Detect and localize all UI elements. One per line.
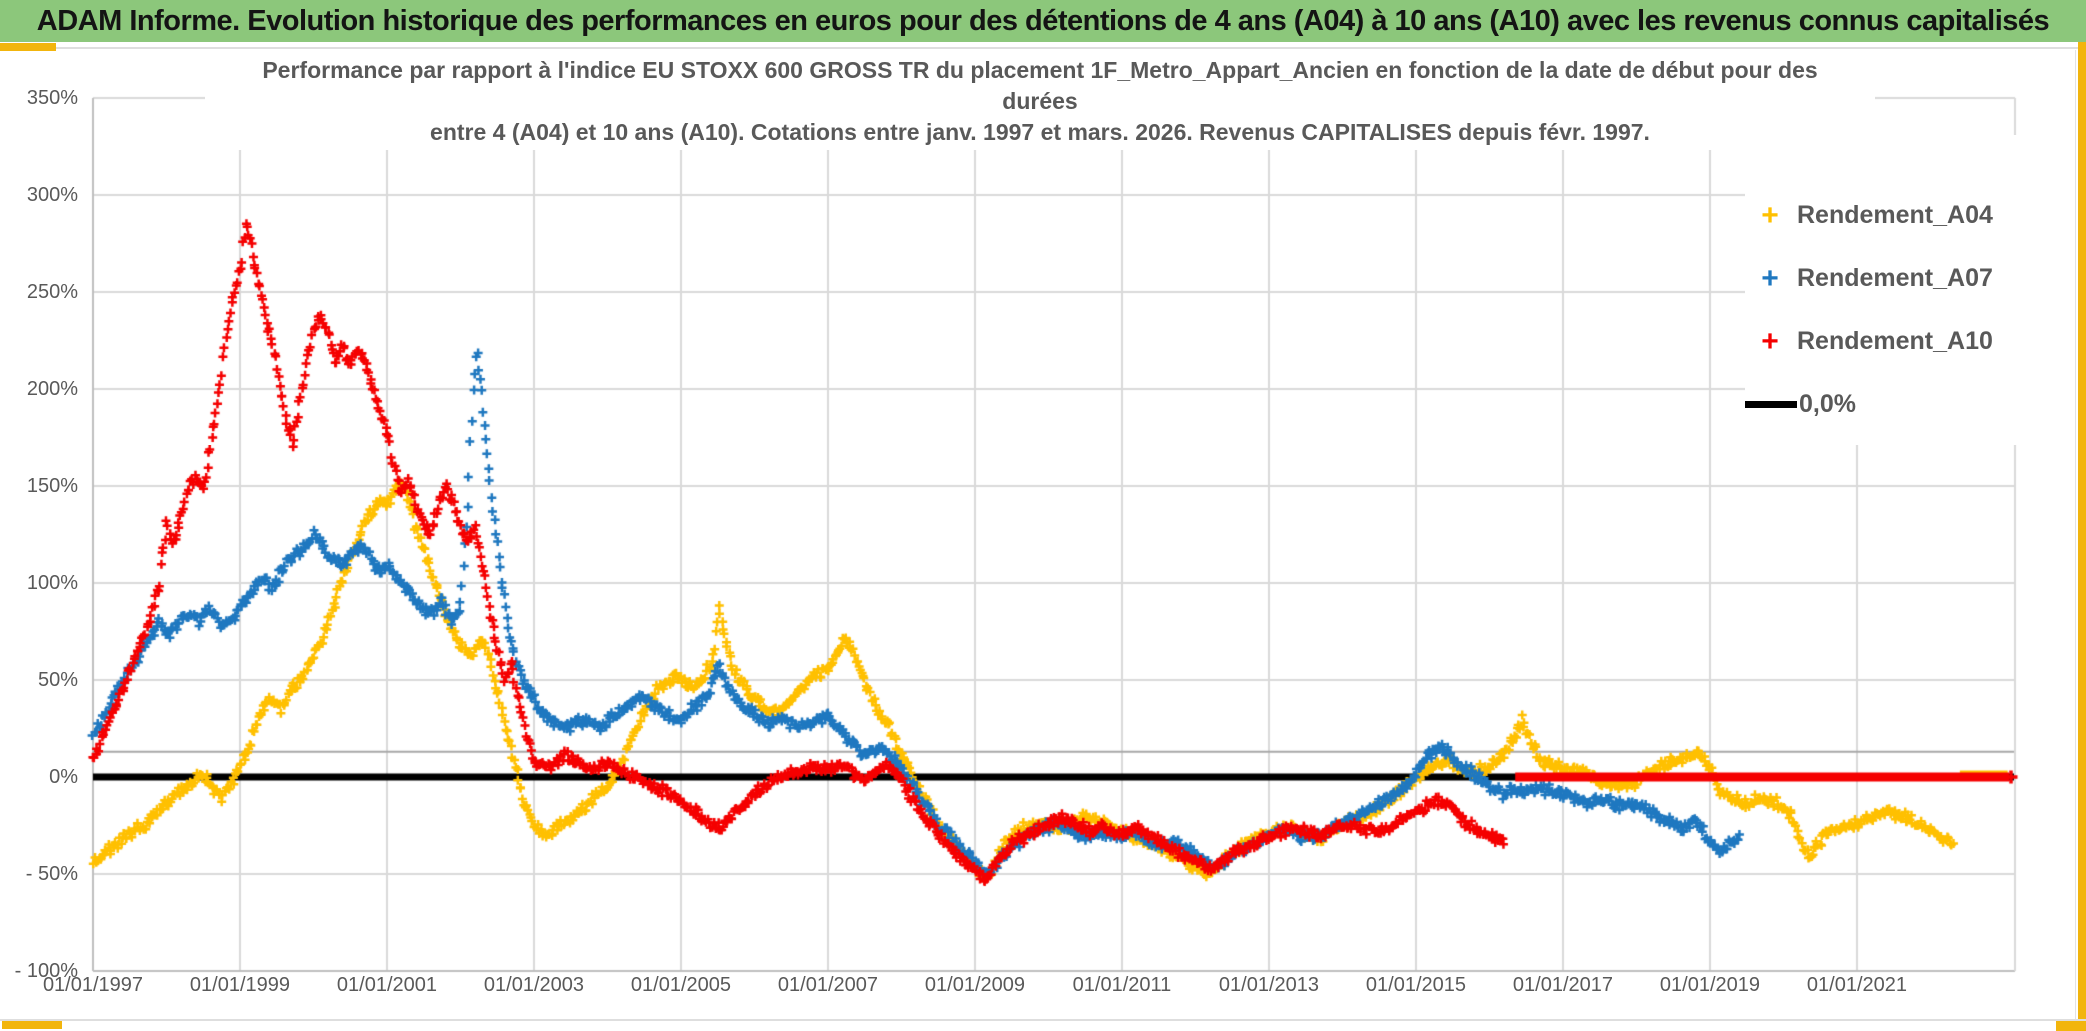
x-axis-tick-label: 01/01/2005: [630, 974, 732, 996]
y-axis-tick-label: 300%: [26, 184, 78, 206]
chart-title-line1: Performance par rapport à l'indice EU ST…: [262, 57, 1818, 83]
legend-item-rendement-a07: + Rendement_A07: [1745, 256, 2017, 301]
x-axis-tick-label: 01/01/2011: [1072, 974, 1172, 996]
y-axis-tick-label: 0%: [49, 766, 78, 788]
y-axis-tick-label: - 50%: [25, 863, 78, 885]
plus-marker-icon: +: [1761, 324, 1779, 358]
legend-item-zero-line: 0,0%: [1745, 382, 2017, 427]
legend-label: 0,0%: [1799, 390, 1856, 418]
y-axis-tick-label: 100%: [26, 572, 78, 594]
gold-accent-right: [2078, 42, 2086, 1031]
chart-title: Performance par rapport à l'indice EU ST…: [205, 55, 1875, 150]
chart-title-line3: entre 4 (A04) et 10 ans (A10). Cotations…: [430, 119, 1650, 145]
x-axis-tick-label: 01/01/2017: [1512, 974, 1614, 996]
page-title: ADAM Informe. Evolution historique des p…: [36, 4, 2050, 37]
x-axis-tick-label: 01/01/2021: [1806, 974, 1908, 996]
gold-accent-bottom-left: [2, 1021, 62, 1029]
black-line-swatch: [1745, 401, 1797, 408]
y-axis-tick-label: - 100%: [14, 960, 78, 982]
y-axis-tick-label: 250%: [26, 281, 78, 303]
gold-accent-bottom-right: [2056, 1021, 2086, 1031]
chart-title-line2: durées: [1002, 88, 1078, 114]
y-axis-tick-label: 350%: [26, 87, 78, 109]
x-axis-tick-label: 01/01/2019: [1659, 974, 1761, 996]
bottom-divider: [0, 1019, 2086, 1021]
legend-label: Rendement_A04: [1797, 201, 1993, 229]
legend-label: Rendement_A07: [1797, 264, 1993, 292]
x-axis-tick-label: 01/01/1999: [189, 974, 291, 996]
y-axis-tick-label: 200%: [26, 378, 78, 400]
x-axis-tick-label: 01/01/2009: [924, 974, 1026, 996]
y-axis-tick-label: 50%: [37, 669, 78, 691]
x-axis-tick-label: 01/01/2013: [1218, 974, 1320, 996]
chart-object-border: [2075, 50, 2076, 1019]
legend-label: Rendement_A10: [1797, 327, 1993, 355]
plus-marker-icon: +: [1761, 198, 1779, 232]
legend-item-rendement-a04: + Rendement_A04: [1745, 193, 2017, 238]
x-axis-tick-label: 01/01/2001: [336, 974, 438, 996]
x-axis-tick-label: 01/01/2015: [1365, 974, 1467, 996]
legend-item-rendement-a10: + Rendement_A10: [1745, 319, 2017, 364]
y-axis-tick-label: 150%: [26, 475, 78, 497]
x-axis-tick-label: 01/01/2003: [483, 974, 585, 996]
x-axis-tick-label: 01/01/1997: [42, 974, 144, 996]
gold-accent-top-left: [0, 43, 56, 51]
chart-legend: + Rendement_A04 + Rendement_A07 + Rendem…: [1745, 135, 2017, 445]
header-banner: ADAM Informe. Evolution historique des p…: [0, 0, 2086, 42]
plus-marker-icon: +: [1761, 261, 1779, 295]
top-divider: [0, 47, 2086, 49]
x-axis-tick-label: 01/01/2007: [777, 974, 879, 996]
